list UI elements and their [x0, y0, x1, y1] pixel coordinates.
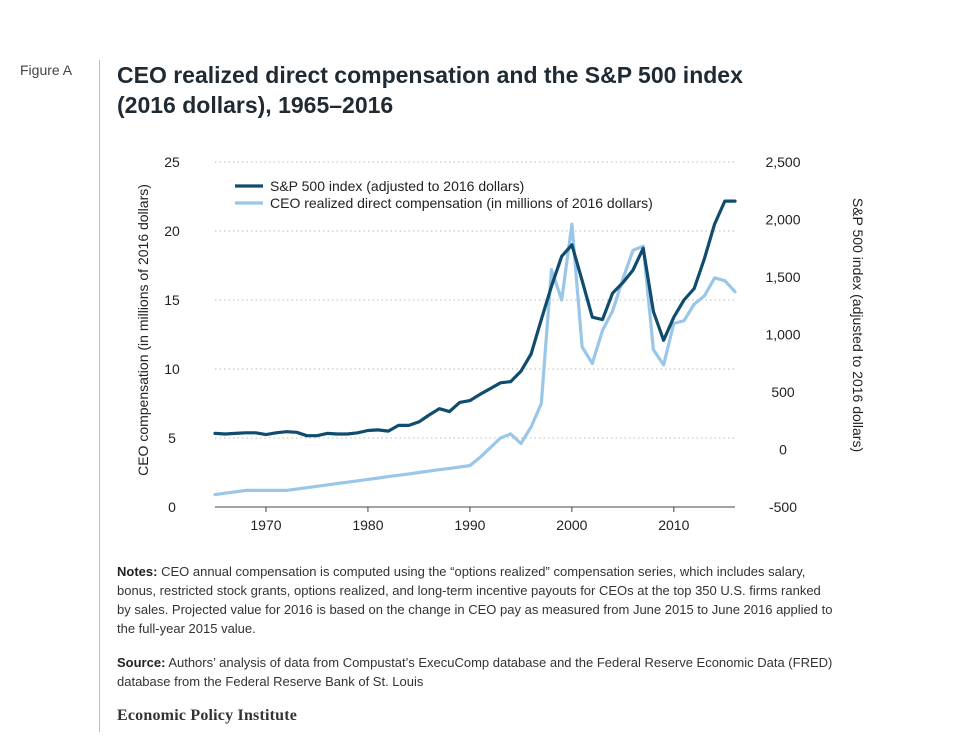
source-label: Source:	[117, 655, 166, 670]
left-tick-label: 5	[168, 430, 176, 446]
notes-text: CEO annual compensation is computed usin…	[117, 564, 833, 636]
left-tick-label: 25	[164, 154, 180, 170]
axes	[215, 506, 735, 512]
title-line-2: (2016 dollars), 1965–2016	[117, 92, 394, 118]
sp500-line	[213, 199, 737, 438]
left-axis-label: CEO compensation (in millions of 2016 do…	[135, 184, 151, 476]
x-tick-label: 1980	[352, 517, 383, 533]
right-tick-label: 500	[771, 384, 795, 400]
legend: S&P 500 index (adjusted to 2016 dollars)…	[235, 178, 653, 211]
right-tick-label: 1,500	[765, 269, 800, 285]
figure-label: Figure A	[20, 62, 73, 78]
right-tick-label: 0	[779, 442, 787, 458]
left-tick-label: 20	[164, 223, 180, 239]
source-text: Authors’ analysis of data from Compustat…	[117, 655, 833, 689]
source: Source: Authors’ analysis of data from C…	[117, 653, 837, 691]
right-tick-label: 2,000	[765, 212, 800, 228]
x-tick-label: 2010	[658, 517, 689, 533]
right-tick-label: 1,000	[765, 327, 800, 343]
publisher-logo-text: Economic Policy Institute	[117, 707, 298, 724]
left-tick-label: 15	[164, 292, 180, 308]
left-tick-label: 0	[168, 499, 176, 515]
ceo-compensation-line	[213, 222, 737, 497]
legend-label: S&P 500 index (adjusted to 2016 dollars)	[270, 178, 524, 194]
x-tick-label: 1970	[250, 517, 281, 533]
notes: Notes: CEO annual compensation is comput…	[117, 562, 837, 638]
x-axis-tick-labels: 1970 1980 1990 2000 2010	[250, 517, 689, 533]
x-tick-label: 2000	[556, 517, 587, 533]
title-line-1: CEO realized direct compensation and the…	[117, 62, 743, 88]
right-axis-label: S&P 500 index (adjusted to 2016 dollars)	[850, 198, 866, 452]
legend-label: CEO realized direct compensation (in mil…	[270, 195, 653, 211]
right-tick-label: 2,500	[765, 154, 800, 170]
right-axis-tick-labels: -500 0 500 1,000 1,500 2,000 2,500	[765, 154, 800, 515]
x-tick-label: 1990	[454, 517, 485, 533]
divider-rule	[99, 60, 100, 732]
right-tick-label: -500	[769, 499, 797, 515]
chart-title: CEO realized direct compensation and the…	[117, 60, 877, 120]
left-axis-tick-labels: 0 5 10 15 20 25	[164, 154, 180, 515]
left-tick-label: 10	[164, 361, 180, 377]
series-lines	[213, 199, 737, 497]
notes-label: Notes:	[117, 564, 158, 579]
